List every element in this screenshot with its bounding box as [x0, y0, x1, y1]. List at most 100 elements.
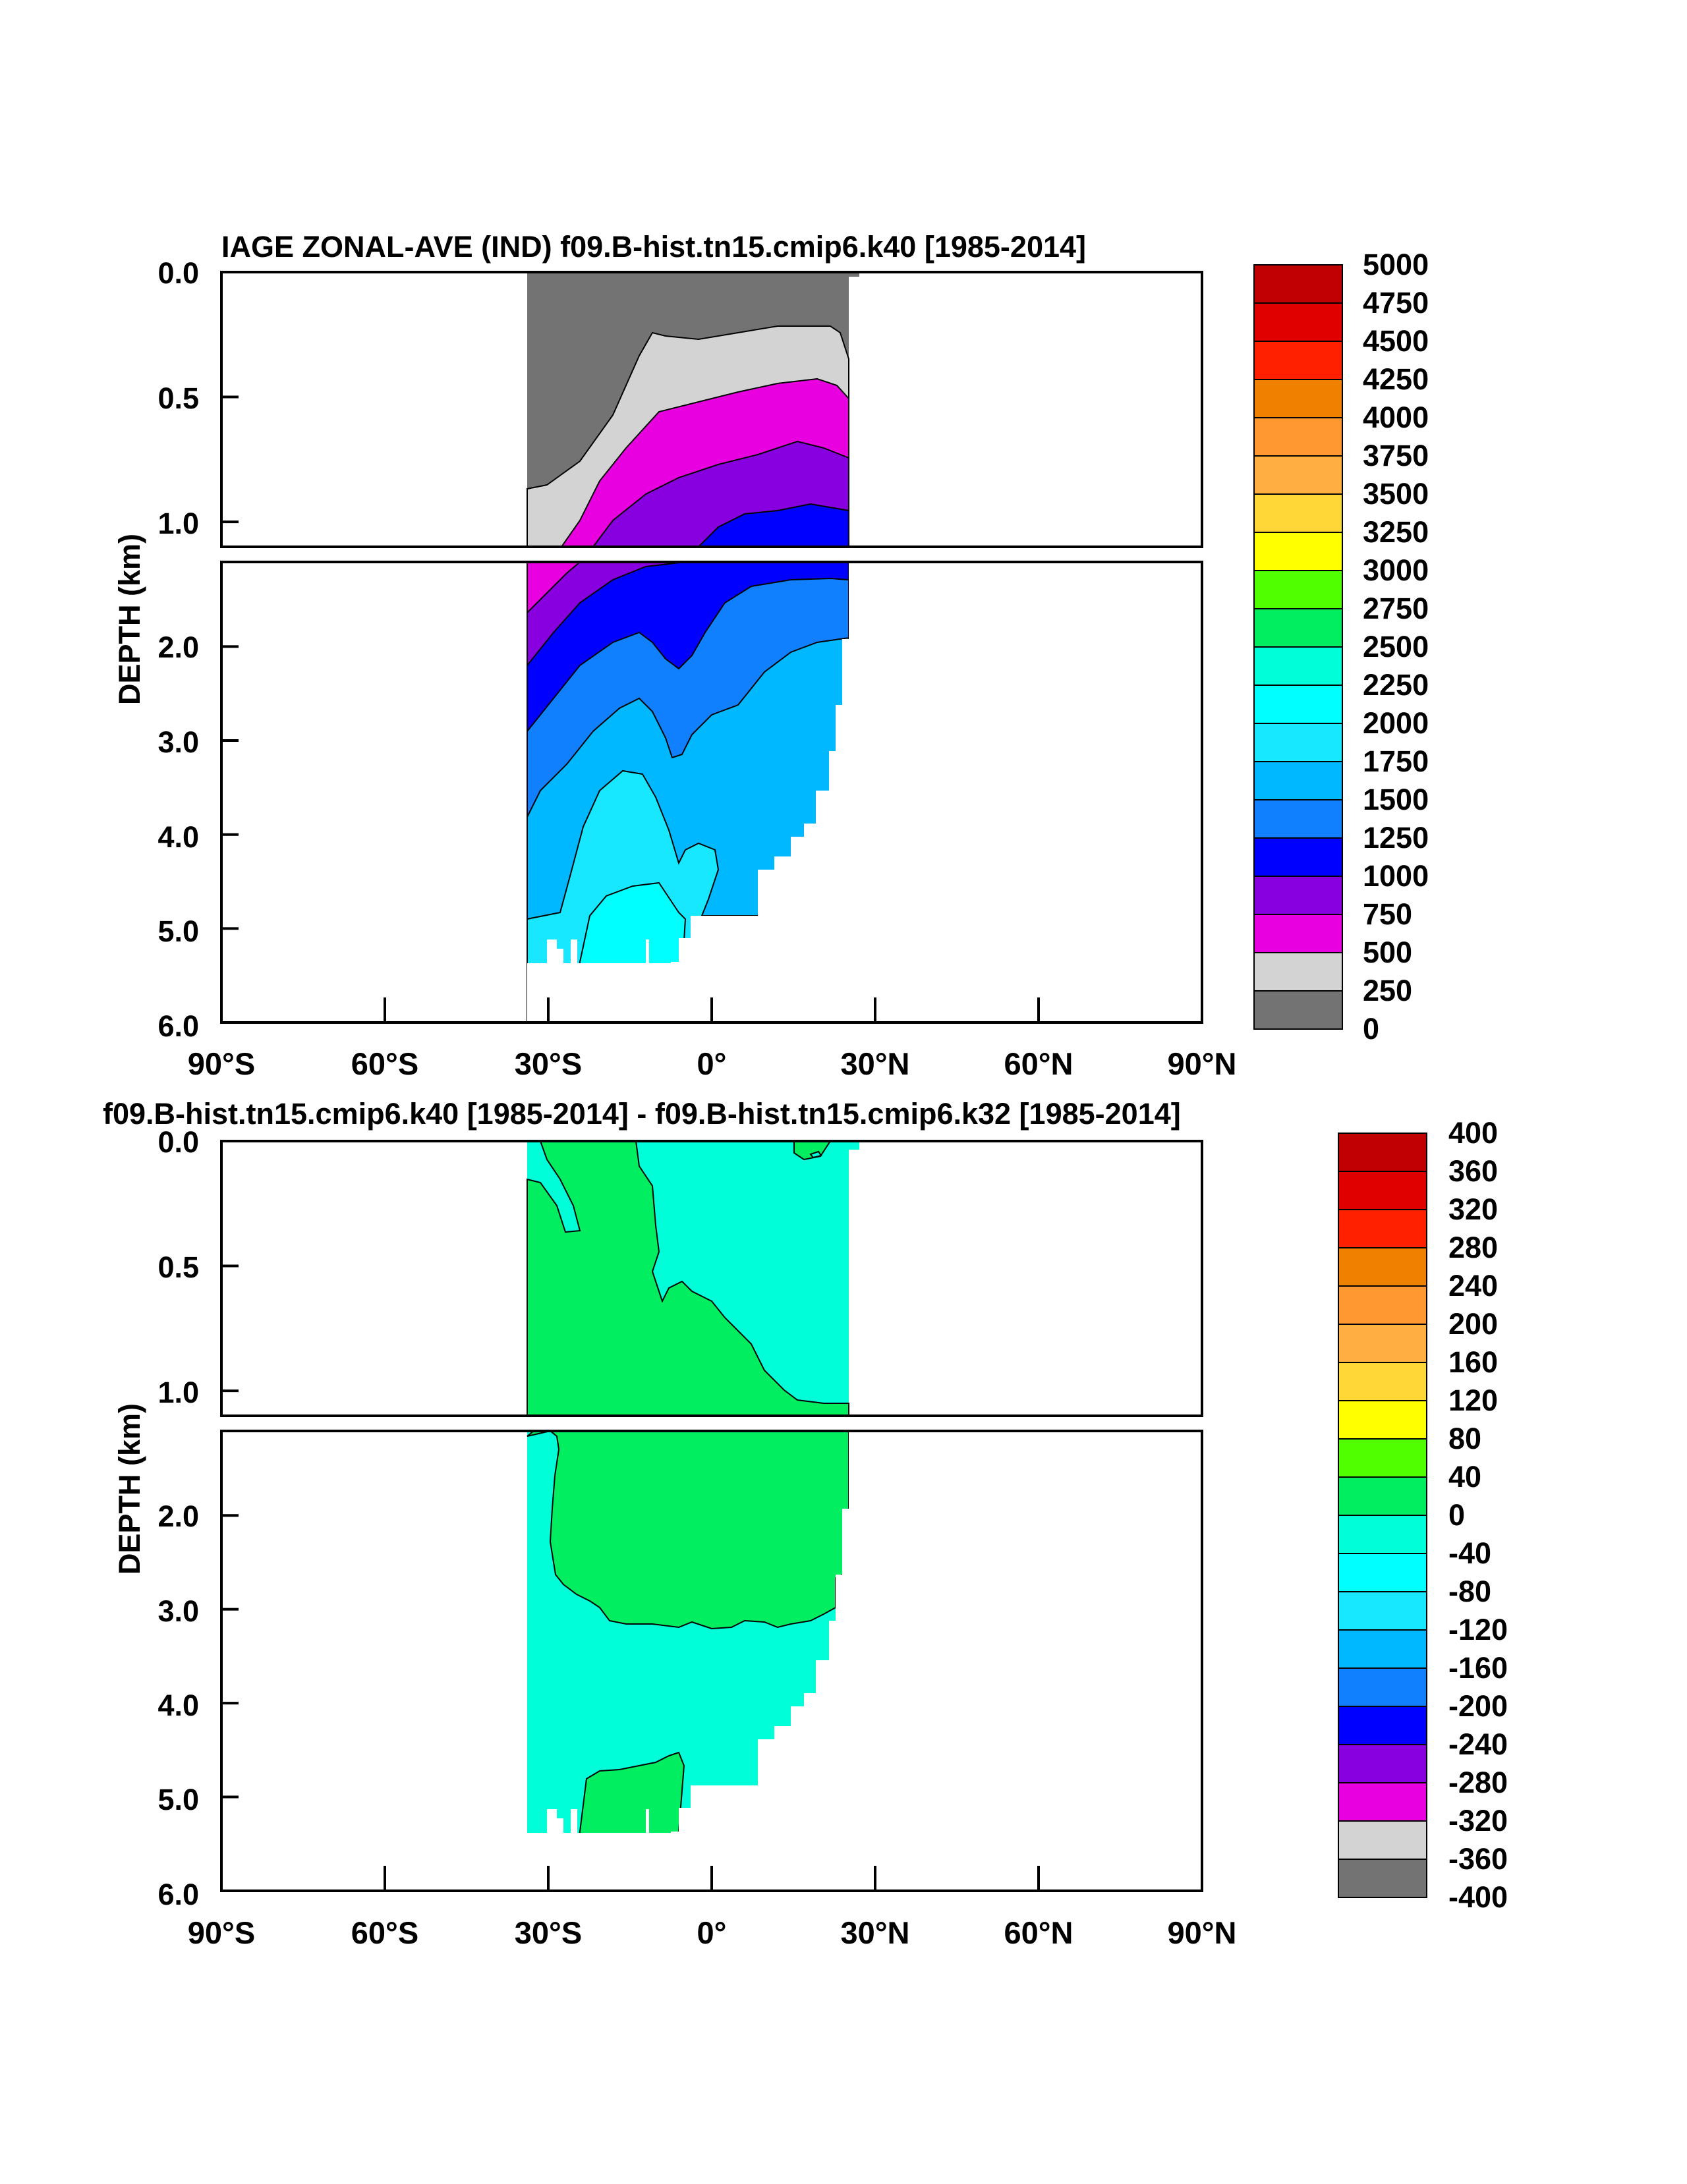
panel2-colorbar-swatch-8 [1338, 1438, 1427, 1478]
panel1-colorbar-swatch-2 [1253, 341, 1343, 380]
panel2-colorbar-label-20: -400 [1448, 1880, 1508, 1914]
panel2-colorbar-swatch-16 [1338, 1744, 1427, 1783]
panel1-ytick-5: 4.0 [157, 820, 199, 854]
panel1-colorbar-swatch-14 [1253, 799, 1343, 839]
panel2-colorbar-swatch-11 [1338, 1553, 1427, 1592]
panel1-colorbar-label-4: 4000 [1363, 401, 1429, 434]
panel1-colorbar-swatch-18 [1253, 952, 1343, 992]
panel1-colorbar-labels: 5000475045004250400037503500325030002750… [1363, 248, 1429, 1046]
panel-iage-zonal-average: IAGE ZONAL-AVE (IND) f09.B-hist.tn15.cmi… [113, 230, 1429, 1081]
panel1-colorbar-swatch-17 [1253, 914, 1343, 953]
panel1-colorbar-swatch-9 [1253, 608, 1343, 648]
panel1-lower-contours [527, 562, 1202, 1022]
panel2-colorbar-label-1: 360 [1448, 1154, 1498, 1188]
panel1-bathymetry-mask [527, 562, 1202, 1022]
panel2-small-pocket-dot [809, 1150, 822, 1159]
panel-difference: f09.B-hist.tn15.cmip6.k40 [1985-2014] - … [103, 1097, 1508, 1950]
panel2-ticks [220, 1140, 1203, 1892]
panel2-colorbar-swatch-17 [1338, 1782, 1427, 1822]
panel1-colorbar-label-16: 1000 [1363, 859, 1429, 893]
panel2-colorbar-swatch-5 [1338, 1324, 1427, 1363]
panel1-colorbar-label-5: 3750 [1363, 439, 1429, 472]
panel2-xtick-5: 60°N [1004, 1915, 1073, 1950]
panel2-colorbar-swatch-2 [1338, 1209, 1427, 1248]
panel1-ytick-3: 2.0 [157, 630, 199, 664]
panel1-colorbar-label-7: 3250 [1363, 515, 1429, 549]
panel1-upper-contours [527, 272, 859, 547]
panel2-colorbar-label-7: 120 [1448, 1384, 1498, 1417]
panel1-region-1000-1250 [697, 503, 849, 547]
panel1-xtick-3: 0° [697, 1046, 727, 1081]
panel2-colorbar-label-14: -160 [1448, 1651, 1508, 1685]
panel1-colorbar-label-8: 3000 [1363, 553, 1429, 587]
panel2-colorbar-label-4: 240 [1448, 1269, 1498, 1302]
panel2-ytick-6: 5.0 [157, 1783, 199, 1816]
panel2-ytick-4: 3.0 [157, 1594, 199, 1628]
panel1-colorbar-swatch-3 [1253, 379, 1343, 418]
panel1-xtick-0: 90°S [188, 1046, 255, 1081]
panel2-colorbar-swatch-7 [1338, 1400, 1427, 1440]
panel2-colorbar-labels: 40036032028024020016012080400-40-80-120-… [1448, 1116, 1508, 1914]
panel1-colorbar-label-10: 2500 [1363, 630, 1429, 663]
panel2-colorbar-label-0: 400 [1448, 1116, 1498, 1150]
panel1-xtick-1: 60°S [351, 1046, 418, 1081]
panel1-colorbar-swatch-1 [1253, 302, 1343, 342]
panel1-xtick-5: 60°N [1004, 1046, 1073, 1081]
panel1-colorbar-label-11: 2250 [1363, 668, 1429, 702]
panel2-colorbar-swatch-12 [1338, 1591, 1427, 1631]
panel1-colorbar-swatch-0 [1253, 264, 1343, 304]
panel2-xtick-1: 60°S [351, 1915, 418, 1950]
panel1-ytick-1: 0.5 [157, 381, 199, 415]
panel1-colorbar-label-20: 0 [1363, 1012, 1379, 1046]
panel2-colorbar-swatch-4 [1338, 1285, 1427, 1325]
panel2-colorbar-label-13: -120 [1448, 1613, 1508, 1646]
panel1-colorbar-label-0: 5000 [1363, 248, 1429, 281]
panel2-xtick-3: 0° [697, 1915, 727, 1950]
panel2-ytick-1: 0.5 [157, 1250, 199, 1284]
panel1-ytick-2: 1.0 [157, 507, 199, 540]
panel1-colorbar-swatch-11 [1253, 685, 1343, 724]
panel1-y-axis-label: DEPTH (km) [113, 534, 146, 705]
panel2-colorbar-swatch-0 [1338, 1133, 1427, 1172]
panel2-colorbar-label-17: -280 [1448, 1766, 1508, 1799]
panel2-colorbar [1338, 1133, 1427, 1898]
panel1-colorbar-swatch-5 [1253, 455, 1343, 495]
panel2-colorbar-label-10: 0 [1448, 1498, 1465, 1532]
panel1-ytick-6: 5.0 [157, 914, 199, 948]
panel2-colorbar-label-8: 80 [1448, 1422, 1481, 1455]
panel2-colorbar-swatch-6 [1338, 1362, 1427, 1401]
panel1-colorbar-swatch-19 [1253, 990, 1343, 1030]
panel2-colorbar-swatch-1 [1338, 1171, 1427, 1210]
panel2-colorbar-swatch-19 [1338, 1859, 1427, 1898]
panel2-xtick-2: 30°S [515, 1915, 582, 1950]
panel2-colorbar-label-3: 280 [1448, 1231, 1498, 1264]
panel1-colorbar-label-12: 2000 [1363, 706, 1429, 740]
panel2-upper-frame [220, 1140, 1203, 1417]
panel2-colorbar-swatch-9 [1338, 1476, 1427, 1516]
panel1-colorbar-label-14: 1500 [1363, 783, 1429, 816]
panel2-colorbar-label-18: -320 [1448, 1804, 1508, 1837]
panel2-lower-contours [527, 1431, 1202, 1891]
panel1-colorbar-swatch-13 [1253, 761, 1343, 800]
panel1-colorbar-label-15: 1250 [1363, 821, 1429, 854]
panel1-colorbar [1253, 264, 1343, 1030]
panel2-colorbar-label-16: -240 [1448, 1727, 1508, 1761]
panel2-colorbar-label-15: -200 [1448, 1689, 1508, 1723]
panel1-ticks [220, 271, 1203, 1024]
panel1-upper-frame [220, 271, 1203, 548]
panel2-colorbar-swatch-14 [1338, 1667, 1427, 1707]
panel1-colorbar-swatch-6 [1253, 493, 1343, 533]
panel2-ytick-2: 1.0 [157, 1376, 199, 1409]
panel2-colorbar-label-19: -360 [1448, 1842, 1508, 1876]
panel2-colorbar-swatch-13 [1338, 1629, 1427, 1669]
panel1-ytick-4: 3.0 [157, 725, 199, 759]
panel1-colorbar-swatch-4 [1253, 417, 1343, 457]
panel1-colorbar-label-19: 250 [1363, 974, 1412, 1007]
panel2-colorbar-label-6: 160 [1448, 1345, 1498, 1379]
panel1-colorbar-label-2: 4500 [1363, 324, 1429, 358]
panel2-colorbar-label-5: 200 [1448, 1307, 1498, 1341]
panel1-colorbar-swatch-12 [1253, 723, 1343, 762]
panel2-y-axis-label: DEPTH (km) [113, 1403, 146, 1575]
panel2-title: f09.B-hist.tn15.cmip6.k40 [1985-2014] - … [103, 1097, 1181, 1131]
panel2-colorbar-swatch-10 [1338, 1515, 1427, 1554]
